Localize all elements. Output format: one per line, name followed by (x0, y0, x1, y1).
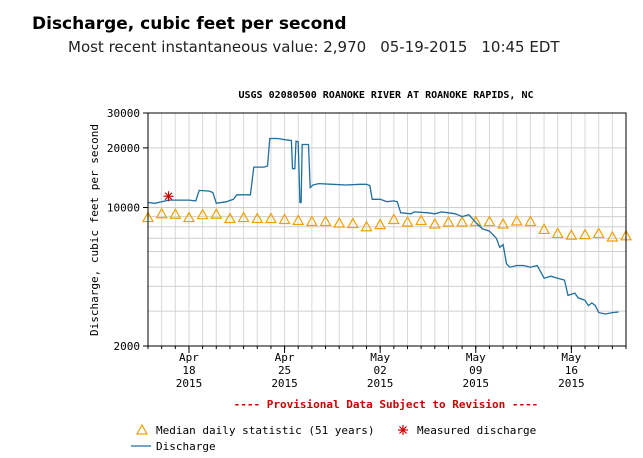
x-tick-label: May (561, 351, 581, 364)
legend-measured-label: Measured discharge (417, 424, 536, 437)
x-tick-label: 18 (182, 364, 195, 377)
median-point (579, 228, 592, 240)
median-point (237, 211, 250, 223)
y-tick-label: 10000 (107, 202, 140, 215)
median-point (196, 208, 209, 220)
page-title: Discharge, cubic feet per second (32, 14, 347, 34)
recent-value: 2,970 (323, 38, 367, 56)
plot-frame (147, 112, 627, 347)
median-point (346, 217, 359, 229)
measured-point (163, 191, 174, 202)
median-point (387, 213, 400, 225)
median-point (442, 215, 455, 227)
legend-measured-symbol (398, 425, 408, 435)
provisional-note: ---- Provisional Data Subject to Revisio… (234, 398, 539, 411)
median-point (182, 211, 195, 223)
x-tick-label: 2015 (558, 377, 585, 390)
median-point (469, 215, 482, 227)
median-point (606, 230, 619, 242)
median-point (456, 215, 469, 227)
x-tick-label: 2015 (367, 377, 394, 390)
median-point (333, 216, 346, 228)
recent-value-line: Most recent instantaneous value: 2,970 05… (68, 38, 560, 56)
median-point (401, 215, 414, 227)
legend: Median daily statistic (51 years) Measur… (131, 423, 536, 453)
median-point (524, 215, 537, 227)
x-tick-label: 02 (374, 364, 387, 377)
median-point (551, 227, 564, 239)
x-tick-label: 2015 (271, 377, 298, 390)
y-axis-label: Discharge, cubic feet per second (88, 124, 101, 336)
median-point (483, 215, 496, 227)
median-point (223, 212, 236, 224)
x-tick-label: 2015 (463, 377, 490, 390)
x-tick-label: May (466, 351, 486, 364)
x-tick-label: 09 (469, 364, 482, 377)
chart-title: USGS 02080500 ROANOKE RIVER AT ROANOKE R… (238, 90, 533, 101)
y-tick-label: 2000 (114, 340, 141, 353)
y-tick-label: 20000 (107, 142, 140, 155)
median-series (141, 207, 633, 242)
median-point (592, 227, 605, 239)
median-point (292, 214, 305, 226)
median-point (169, 207, 182, 219)
y-axis: 2000 10000 20000 30000 (107, 107, 148, 353)
x-tick-label: 16 (565, 364, 578, 377)
median-point (360, 220, 373, 232)
median-point (415, 214, 428, 226)
median-point (251, 212, 264, 224)
median-point (319, 215, 332, 227)
legend-discharge-label: Discharge (156, 440, 216, 453)
median-point (374, 218, 387, 230)
median-point (510, 214, 523, 226)
median-point (497, 217, 510, 229)
x-tick-label: 25 (278, 364, 291, 377)
median-point (210, 207, 223, 219)
recent-time: 10:45 EDT (481, 38, 560, 56)
measured-series (163, 191, 174, 202)
x-tick-label: 2015 (176, 377, 203, 390)
y-tick-label: 30000 (107, 107, 140, 120)
legend-median-symbol (135, 423, 149, 435)
x-tick-label: Apr (275, 351, 295, 364)
median-point (428, 217, 441, 229)
median-point (565, 228, 578, 240)
median-point (278, 213, 291, 225)
median-point (305, 215, 318, 227)
x-axis: Apr182015Apr252015May022015May092015May1… (147, 346, 627, 390)
median-point (264, 212, 277, 224)
median-point (155, 207, 168, 219)
x-tick-label: May (370, 351, 390, 364)
x-tick-label: Apr (179, 351, 199, 364)
recent-value-label: Most recent instantaneous value: (68, 38, 319, 56)
discharge-series-line (147, 137, 619, 315)
legend-median-label: Median daily statistic (51 years) (156, 424, 375, 437)
recent-date: 05-19-2015 (380, 38, 468, 56)
median-point (538, 223, 551, 235)
